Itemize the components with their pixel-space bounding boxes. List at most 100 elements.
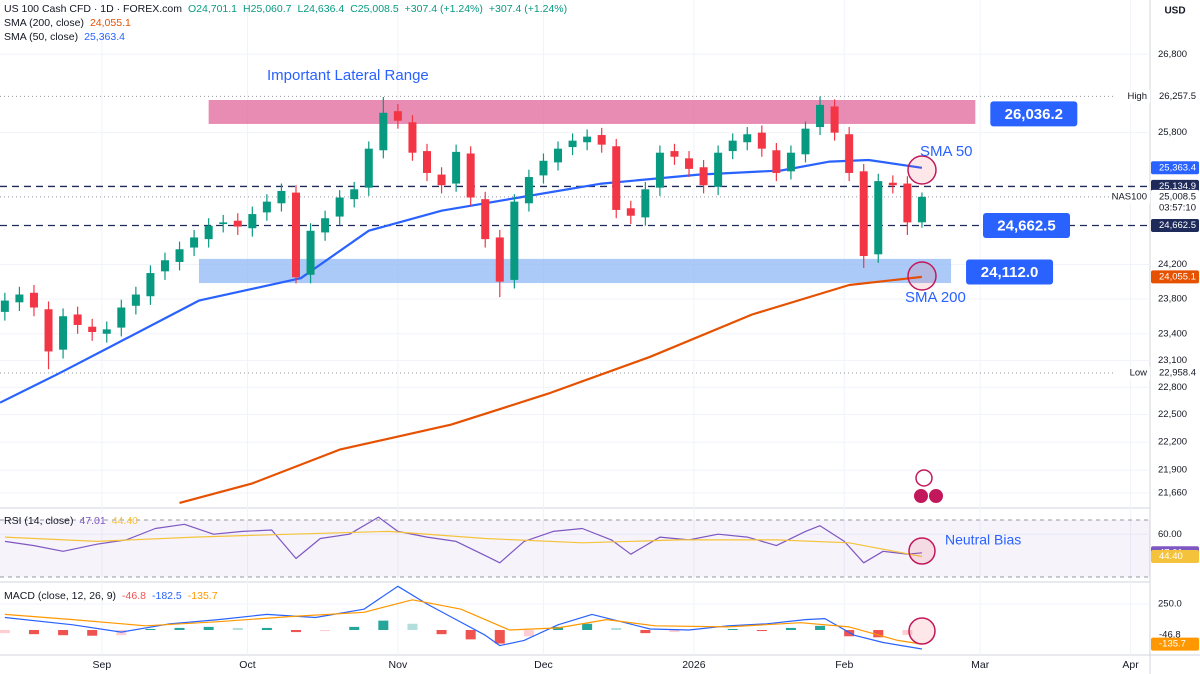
quote-value: C25,008.5: [350, 3, 399, 15]
candle-body: [655, 152, 664, 188]
series-line: [0, 158, 923, 404]
y-tick-label: 22,200: [1158, 437, 1187, 448]
price-tag: Low: [1130, 368, 1148, 379]
y-tick-label: 23,400: [1158, 328, 1187, 339]
legend-value: -135.7: [187, 590, 218, 602]
axis-badge-label: -46.8: [1159, 629, 1181, 640]
histogram-bar: [465, 630, 476, 640]
candle-body: [859, 171, 868, 257]
annotation: Important Lateral Range: [267, 67, 429, 84]
callout-label: 24,112.0: [981, 264, 1039, 281]
highlight-circle: [907, 155, 937, 185]
candle-body: [204, 225, 213, 240]
candle-body: [59, 316, 68, 350]
candle-body: [816, 104, 825, 128]
candle-body: [772, 150, 781, 173]
event-icon[interactable]: [914, 489, 928, 503]
candle-body: [524, 177, 533, 204]
legend-value: -182.5: [151, 590, 182, 602]
histogram-bar: [0, 630, 10, 634]
candle-body: [845, 134, 854, 173]
candle-body: [393, 111, 402, 121]
pane-title: RSI (14, close): [4, 515, 74, 527]
histogram-bar: [844, 630, 855, 637]
axis-badge: [1151, 637, 1199, 651]
series-line: [179, 275, 923, 504]
candle-body: [685, 158, 694, 169]
price-tag: NAS100: [1112, 191, 1147, 202]
candle-body: [888, 182, 897, 186]
axis-badge: [1150, 189, 1200, 215]
x-tick-label: Sep: [93, 659, 112, 671]
axis-badge: [1150, 366, 1200, 381]
series-line: [4, 516, 922, 564]
candle-body: [612, 146, 621, 210]
candle-body: [568, 140, 577, 148]
candle-body: [408, 122, 417, 153]
annotation: SMA 50: [920, 143, 973, 160]
histogram-bar: [320, 630, 331, 632]
axis-badge: [1151, 219, 1199, 233]
candle-body: [0, 300, 9, 312]
axis-badge-label: 25,363.4: [1159, 162, 1196, 173]
values: -46.8 -182.5 -135.7: [122, 590, 224, 602]
axis-badge: [1151, 549, 1199, 563]
axis-badge-label: 25,134.9: [1159, 181, 1196, 192]
callout-box: [990, 101, 1078, 127]
histogram-bar: [407, 623, 418, 631]
candle-body: [262, 201, 271, 213]
y-tick-label: 25,800: [1158, 127, 1187, 138]
y-tick-label: 250.0: [1158, 598, 1182, 609]
candle-body: [146, 273, 155, 297]
candle-body: [583, 136, 592, 143]
legend-name: SMA (50, close): [4, 31, 79, 43]
histogram-bar: [785, 627, 796, 631]
axis-badge-label: 44.40: [1159, 551, 1183, 562]
event-icon[interactable]: [915, 469, 933, 487]
legend-entry[interactable]: SMA (200, close) 24,055.1: [4, 16, 579, 30]
quote-value: O24,701.1: [187, 3, 238, 15]
candle-body: [321, 218, 330, 233]
candle-body: [743, 134, 752, 143]
histogram-bar: [203, 626, 214, 631]
x-tick-label: Nov: [389, 659, 408, 671]
candle-body: [641, 189, 650, 218]
event-icon[interactable]: [929, 489, 943, 503]
histogram-bar: [261, 627, 272, 631]
back-layer: 26,800 25,800 24,200 23,800 23,400 23,100 22,8…: [0, 0, 1187, 655]
candle-body: [248, 214, 257, 229]
axis-badge-label: 26,257.5: [1159, 91, 1196, 102]
legend-entry[interactable]: SMA (50, close) 25,363.4: [4, 30, 579, 44]
quote-value: +307.4 (+1.24%): [488, 3, 568, 15]
candle-body: [597, 135, 606, 145]
overlay-layer: Sep Oct Nov Dec 2026 Feb Mar Apr USD 26,036.2 24,1…: [93, 6, 1200, 671]
sma-legend: SMA (200, close) 24,055.1 SMA (50, close) 2…: [4, 16, 579, 44]
histogram-bar: [815, 625, 826, 631]
histogram-bar: [582, 623, 593, 631]
zone: [208, 100, 976, 124]
legend-value: 24,055.1: [89, 17, 131, 29]
histogram-bar: [349, 626, 360, 631]
histogram-bar: [87, 630, 98, 636]
y-tick-label: 60.00: [1158, 529, 1182, 540]
callout-label: 24,662.5: [997, 217, 1055, 234]
candle-body: [452, 151, 461, 184]
histogram-bar: [378, 620, 389, 631]
pane-title: MACD (close, 12, 26, 9): [4, 590, 117, 602]
axis-badge: [1151, 179, 1199, 193]
y-tick-label: 24,200: [1158, 259, 1187, 270]
tag-bg: [1116, 89, 1150, 103]
candle-body: [437, 174, 446, 186]
histogram-bar: [523, 630, 534, 637]
candle-body: [670, 151, 679, 157]
candle-body: [160, 260, 169, 272]
x-tick-label: Apr: [1122, 659, 1139, 671]
series-line: [4, 599, 922, 645]
histogram-bar: [611, 627, 622, 631]
rsi-band: [0, 519, 1150, 578]
legend-row: US 100 Cash CFD · 1D · FOREX.com O24,701.…: [4, 2, 579, 16]
quote: O24,701.1 H25,060.7 L24,636.4 C25,008.5 +307…: [188, 3, 573, 15]
axis-badge-label: 24,662.5: [1159, 220, 1196, 231]
